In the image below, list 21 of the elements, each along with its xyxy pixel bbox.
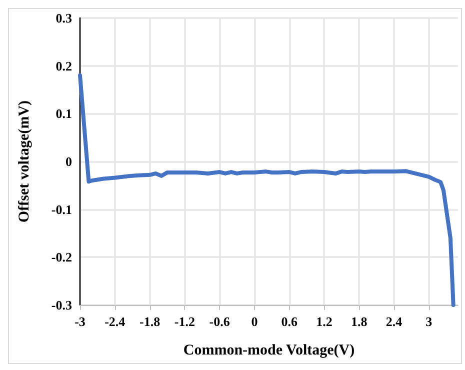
x-tick-label: -0.6 <box>209 314 230 329</box>
x-tick-label: -1.2 <box>174 314 195 329</box>
x-tick-label: 0.6 <box>281 314 298 329</box>
x-tick-label: 0 <box>251 314 258 329</box>
y-tick-label: -0.1 <box>51 202 72 217</box>
line-series <box>78 73 456 307</box>
x-tick-label: 1.8 <box>351 314 368 329</box>
x-tick-label: -2.4 <box>104 314 126 329</box>
y-axis-title: Offset voltage(mV) <box>16 100 32 223</box>
y-tick-label: 0 <box>66 154 72 169</box>
x-tick-label: 1.2 <box>316 314 332 329</box>
y-tick-label: 0.2 <box>56 58 72 74</box>
y-tick-label: -0.3 <box>51 298 72 312</box>
y-tick-label: -0.2 <box>51 250 72 265</box>
y-tick-label: 0.3 <box>56 10 72 26</box>
x-tick-label: 2.4 <box>386 314 403 329</box>
y-tick-label: 0.1 <box>56 106 72 122</box>
x-tick-label: -3 <box>74 314 86 329</box>
x-axis-title: Common-mode Voltage(V) <box>183 342 355 358</box>
x-tick-label: 3 <box>426 314 433 329</box>
x-tick-label: -1.8 <box>139 314 161 329</box>
